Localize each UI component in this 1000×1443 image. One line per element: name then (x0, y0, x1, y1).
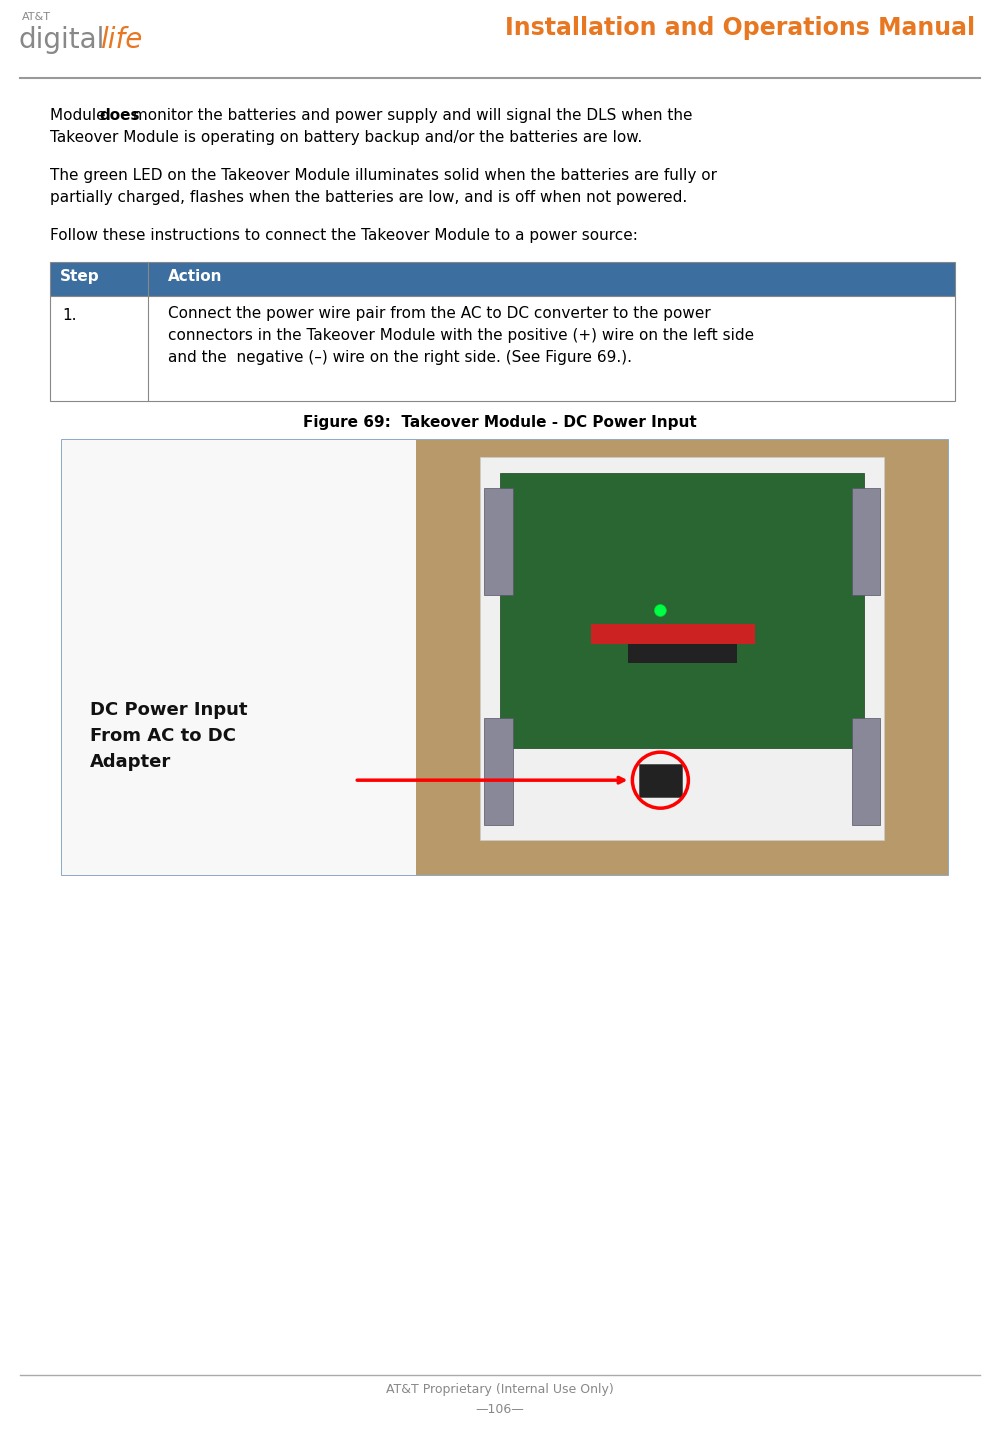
Bar (50, 296, 955, 401)
Text: Follow these instructions to connect the Takeover Module to a power source:: Follow these instructions to connect the… (50, 228, 638, 242)
Bar (628, 644, 737, 662)
Text: The green LED on the Takeover Module illuminates solid when the batteries are fu: The green LED on the Takeover Module ill… (50, 167, 717, 183)
Text: monitor the batteries and power supply and will signal the DLS when the: monitor the batteries and power supply a… (128, 108, 692, 123)
Bar (484, 488, 513, 595)
Text: Installation and Operations Manual: Installation and Operations Manual (505, 16, 975, 40)
Bar (484, 717, 513, 825)
Bar (500, 473, 864, 749)
Bar (852, 488, 880, 595)
Bar (591, 625, 755, 644)
Bar (480, 457, 884, 840)
Text: Module: Module (50, 108, 110, 123)
Text: Adapter: Adapter (90, 753, 171, 771)
Text: From AC to DC: From AC to DC (90, 727, 236, 745)
Text: —106—: —106— (476, 1403, 524, 1416)
Text: Takeover Module is operating on battery backup and/or the batteries are low.: Takeover Module is operating on battery … (50, 130, 642, 144)
Bar (852, 717, 880, 825)
Text: DC Power Input: DC Power Input (90, 701, 248, 719)
Bar (62, 440, 434, 874)
Text: Figure 69:  Takeover Module - DC Power Input: Figure 69: Takeover Module - DC Power In… (303, 416, 697, 430)
Text: Action: Action (168, 268, 222, 284)
Bar (639, 763, 682, 797)
Circle shape (654, 605, 666, 616)
Text: and the  negative (–) wire on the right side. (See Figure 69.).: and the negative (–) wire on the right s… (168, 351, 632, 365)
Text: Step: Step (60, 268, 100, 284)
Bar (50, 263, 955, 296)
Text: partially charged, flashes when the batteries are low, and is off when not power: partially charged, flashes when the batt… (50, 190, 687, 205)
Text: digital: digital (18, 26, 104, 53)
Text: life: life (100, 26, 142, 53)
Bar (416, 440, 948, 874)
Text: AT&T Proprietary (Internal Use Only): AT&T Proprietary (Internal Use Only) (386, 1382, 614, 1395)
Text: Connect the power wire pair from the AC to DC converter to the power: Connect the power wire pair from the AC … (168, 306, 711, 320)
Text: AT&T: AT&T (22, 12, 51, 22)
Bar (62, 440, 948, 874)
Text: connectors in the Takeover Module with the positive (+) wire on the left side: connectors in the Takeover Module with t… (168, 328, 754, 343)
Text: 1.: 1. (62, 307, 76, 323)
Text: does: does (99, 108, 140, 123)
